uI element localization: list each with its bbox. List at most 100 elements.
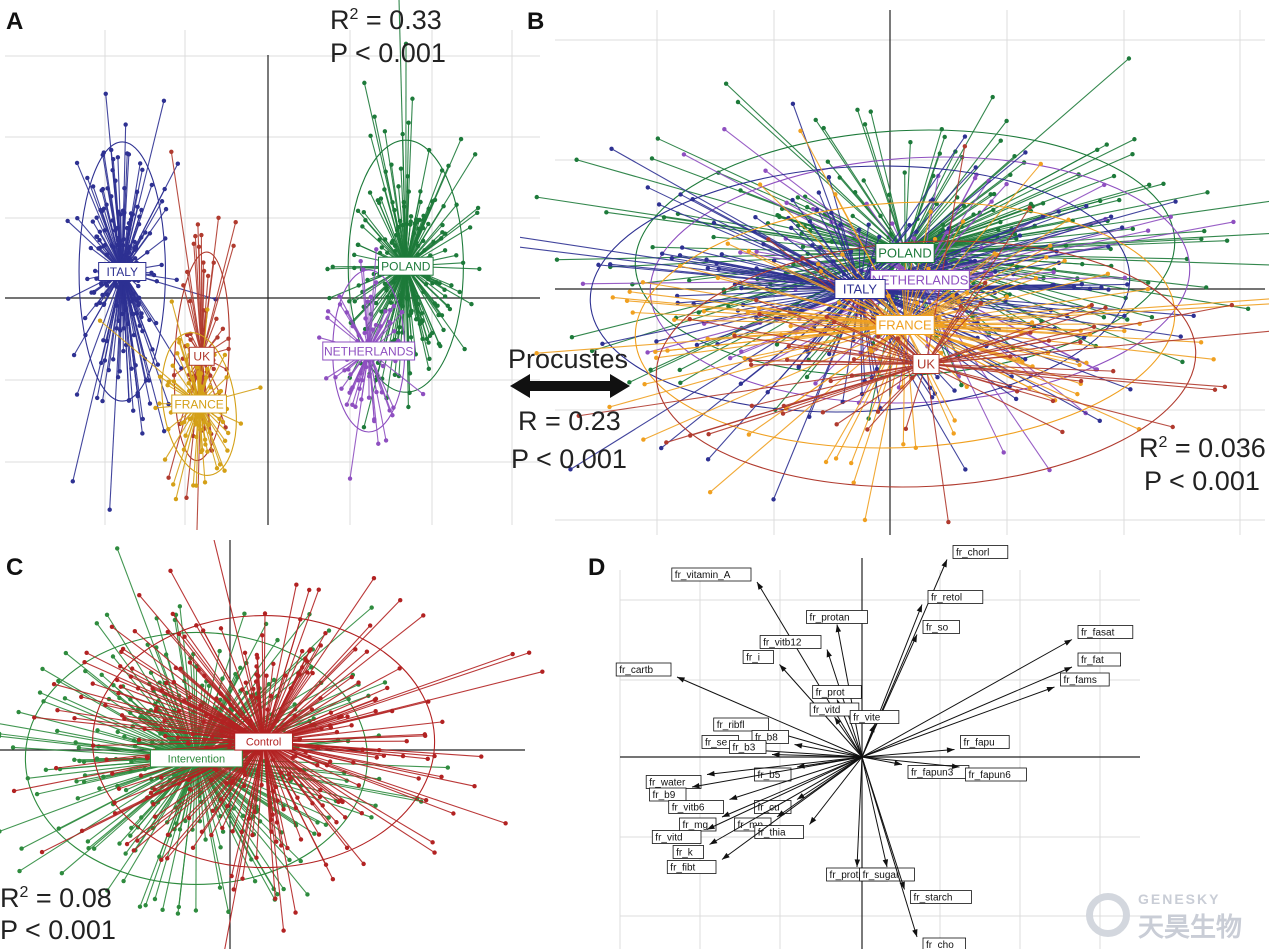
- italy-point: [85, 175, 90, 181]
- uk-point: [754, 297, 759, 303]
- uk-point: [187, 298, 193, 304]
- fr-vitb6-vector: [729, 756, 863, 800]
- netherlands-point: [391, 303, 397, 309]
- italy-point: [1122, 313, 1127, 319]
- italy-point: [963, 467, 968, 472]
- control-point: [344, 845, 350, 850]
- intervention-point: [183, 818, 188, 824]
- netherlands-point: [339, 386, 344, 391]
- control-point: [154, 706, 159, 711]
- uk-point: [757, 311, 762, 317]
- fr-chorl-label: fr_chorl: [956, 548, 989, 559]
- poland-point: [868, 109, 873, 114]
- italy-point: [1013, 396, 1019, 402]
- control-point: [112, 811, 118, 816]
- netherlands-point: [358, 258, 363, 264]
- italy-point: [122, 185, 127, 191]
- panel-d: fr_chorl fr_retol fr_so fr_vitamin_A fr_prot…: [560, 540, 1269, 949]
- france-point: [742, 355, 747, 361]
- fr-fapun6-arrowhead: [951, 763, 960, 769]
- intervention-point: [123, 851, 128, 856]
- control-point: [334, 820, 339, 825]
- italy-point: [856, 227, 862, 232]
- intervention-point: [34, 791, 40, 797]
- poland-point: [396, 184, 401, 189]
- france-spoke: [195, 403, 200, 486]
- poland-spoke: [904, 230, 1205, 254]
- france-point: [184, 357, 189, 363]
- poland-spoke: [904, 200, 1269, 254]
- italy-point: [659, 251, 665, 256]
- france-point: [901, 442, 906, 447]
- italy-point: [91, 289, 97, 295]
- italy-point: [147, 401, 153, 406]
- intervention-point: [193, 908, 199, 913]
- uk-point: [201, 308, 206, 313]
- intervention-spoke: [39, 692, 197, 759]
- control-point: [240, 876, 245, 881]
- uk-point: [748, 358, 753, 363]
- poland-point: [454, 253, 459, 258]
- control-point: [243, 680, 249, 685]
- uk-point: [201, 260, 206, 265]
- control-point: [349, 723, 354, 728]
- control-spoke: [220, 628, 265, 742]
- control-point: [151, 802, 156, 807]
- france-spoke: [175, 403, 200, 500]
- uk-spoke: [925, 304, 1092, 365]
- italy-point: [103, 91, 108, 96]
- netherlands-point: [324, 376, 329, 381]
- poland-point: [774, 342, 780, 347]
- uk-spoke: [689, 318, 927, 365]
- control-spoke: [263, 577, 375, 742]
- poland-point: [937, 151, 943, 156]
- poland-point: [360, 224, 365, 229]
- control-point: [422, 733, 428, 739]
- intervention-point: [315, 820, 320, 825]
- poland-spoke: [383, 189, 407, 267]
- control-point: [72, 716, 77, 721]
- netherlands-point: [366, 374, 372, 379]
- france-point: [1084, 360, 1089, 366]
- poland-point: [445, 303, 451, 308]
- intervention-point: [242, 611, 247, 616]
- uk-point: [748, 362, 754, 368]
- france-point: [913, 445, 918, 451]
- france-spoke: [904, 324, 955, 434]
- control-spoke: [263, 741, 506, 824]
- italy-point: [104, 283, 110, 288]
- france-point: [788, 323, 793, 329]
- italy-point: [96, 246, 101, 251]
- italy-point: [133, 363, 138, 368]
- netherlands-point: [1004, 181, 1009, 187]
- netherlands-point: [380, 363, 386, 369]
- france-point: [181, 447, 187, 452]
- uk-spoke: [182, 285, 203, 357]
- uk-spoke: [925, 363, 1216, 391]
- italy-point: [175, 161, 181, 166]
- france-spoke: [904, 324, 917, 448]
- intervention-point: [281, 886, 286, 892]
- fr-b8-vector: [794, 744, 863, 758]
- uk-point: [1229, 302, 1235, 308]
- italy-point: [973, 165, 978, 170]
- poland-point: [887, 192, 892, 198]
- netherlands-point: [357, 386, 362, 391]
- france-point: [849, 460, 854, 466]
- netherlands-point: [342, 368, 347, 373]
- italy-point: [75, 215, 80, 221]
- poland-point: [428, 253, 433, 258]
- fr-fibt-arrowhead: [722, 852, 730, 860]
- poland-point: [998, 219, 1003, 225]
- poland-point: [971, 212, 976, 217]
- france-ellipse: [634, 201, 1176, 449]
- poland-point: [805, 204, 810, 210]
- italy-point: [719, 252, 725, 257]
- italy-point: [930, 197, 935, 202]
- france-point: [217, 462, 223, 467]
- uk-spoke: [186, 271, 203, 357]
- intervention-label-box: [149, 749, 243, 768]
- poland-point: [589, 348, 595, 354]
- control-point: [479, 754, 484, 759]
- italy-point: [115, 155, 121, 160]
